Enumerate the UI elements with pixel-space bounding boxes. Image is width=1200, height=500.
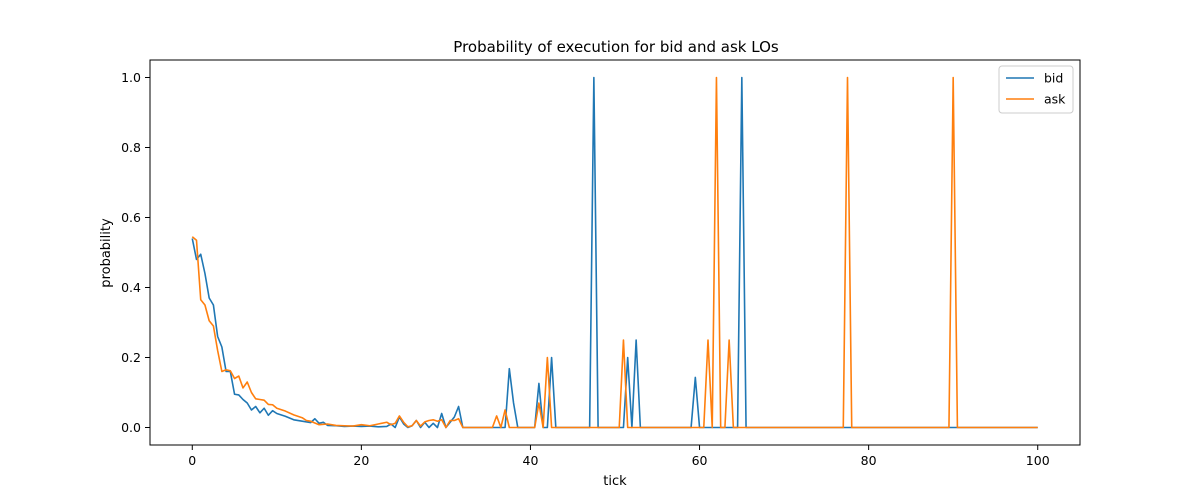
x-axis-label: tick [603, 474, 627, 489]
x-tick-label: 20 [353, 453, 369, 468]
x-tick-label: 80 [861, 453, 877, 468]
y-tick-label: 0.6 [121, 210, 141, 225]
x-tick-label: 0 [188, 453, 196, 468]
series-line-ask [191, 76, 1038, 429]
x-tick-label: 100 [1026, 453, 1050, 468]
y-tick-label: 0.2 [121, 350, 141, 365]
y-tick-label: 1.0 [121, 70, 141, 85]
series-layer [191, 76, 1038, 429]
y-axis: 0.0 0.2 0.4 0.6 0.8 1.0 [121, 70, 150, 435]
plot-area [149, 59, 1081, 446]
legend: bid ask [998, 65, 1074, 114]
x-axis: 0 20 40 60 80 100 [188, 445, 1050, 468]
legend-label-ask: ask [1044, 92, 1066, 107]
y-tick-label: 0.8 [121, 140, 141, 155]
y-axis-label: probability [99, 218, 114, 288]
plot-frame [149, 59, 1081, 446]
y-tick-label: 0.4 [121, 280, 141, 295]
chart-title: Probability of execution for bid and ask… [453, 38, 779, 56]
x-tick-label: 60 [692, 453, 708, 468]
legend-label-bid: bid [1044, 71, 1063, 86]
y-tick-label: 0.0 [121, 420, 141, 435]
series-line-bid [191, 76, 1038, 429]
x-tick-label: 40 [523, 453, 539, 468]
